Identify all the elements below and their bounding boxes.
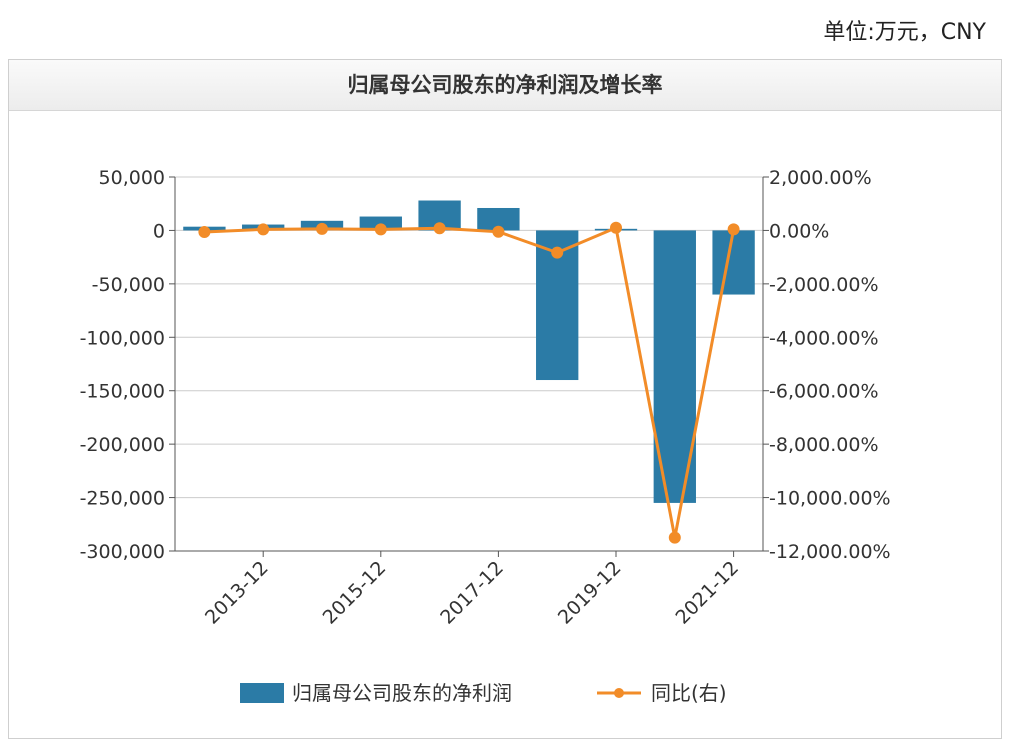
x-axis-tick-label: 2017-12 <box>436 557 508 629</box>
left-axis-tick-label: 50,000 <box>99 167 165 189</box>
x-axis-tick-label: 2015-12 <box>319 557 391 629</box>
left-axis-tick-label: -150,000 <box>80 381 165 403</box>
line-point <box>433 222 446 235</box>
series-line <box>204 226 736 540</box>
bar <box>477 207 520 231</box>
legend-label-yoy: 同比(右) <box>651 681 727 705</box>
right-axis-tick-label: -4,000.00% <box>769 327 879 349</box>
left-axis-tick-label: -250,000 <box>80 488 165 510</box>
line-point <box>551 246 564 259</box>
chart-panel: 归属母公司股东的净利润及增长率 <box>8 59 1002 739</box>
legend-swatch-bar <box>240 683 284 703</box>
left-axis-tick-label: -50,000 <box>92 274 165 296</box>
line-point <box>610 221 622 234</box>
x-axis-tick-label: 2019-12 <box>554 557 626 629</box>
line-point <box>198 226 211 239</box>
right-axis-tick-label: -10,000.00% <box>769 488 891 510</box>
legend-swatch-marker <box>614 688 624 698</box>
left-axis-tick-label: -300,000 <box>80 541 165 563</box>
line-point <box>257 223 270 236</box>
right-axis-tick-label: -8,000.00% <box>769 434 879 456</box>
right-axis-tick-label: 0.00% <box>769 220 829 242</box>
line-point <box>668 531 681 544</box>
left-axis-tick-label: 0 <box>153 220 165 242</box>
line-point <box>374 223 387 236</box>
legend-label-net-profit: 归属母公司股东的净利润 <box>292 681 512 705</box>
right-axis-tick-label: -2,000.00% <box>769 274 879 296</box>
right-axis-tick-label: -6,000.00% <box>769 381 879 403</box>
left-axis-tick-label: -100,000 <box>80 327 165 349</box>
right-axis-tick-label: -12,000.00% <box>769 541 891 563</box>
x-axis-tick-label: 2021-12 <box>671 557 743 629</box>
line-point <box>492 225 505 238</box>
bar <box>712 230 755 295</box>
right-axis-tick-label: 2,000.00% <box>769 167 872 189</box>
line-point <box>316 222 328 235</box>
chart-title: 归属母公司股东的净利润及增长率 <box>9 60 1001 111</box>
x-axis-tick-label: 2013-12 <box>201 557 273 629</box>
left-axis-tick-label: -200,000 <box>80 434 165 456</box>
unit-label: 单位:万元，CNY <box>823 20 986 45</box>
line-point <box>727 223 740 236</box>
